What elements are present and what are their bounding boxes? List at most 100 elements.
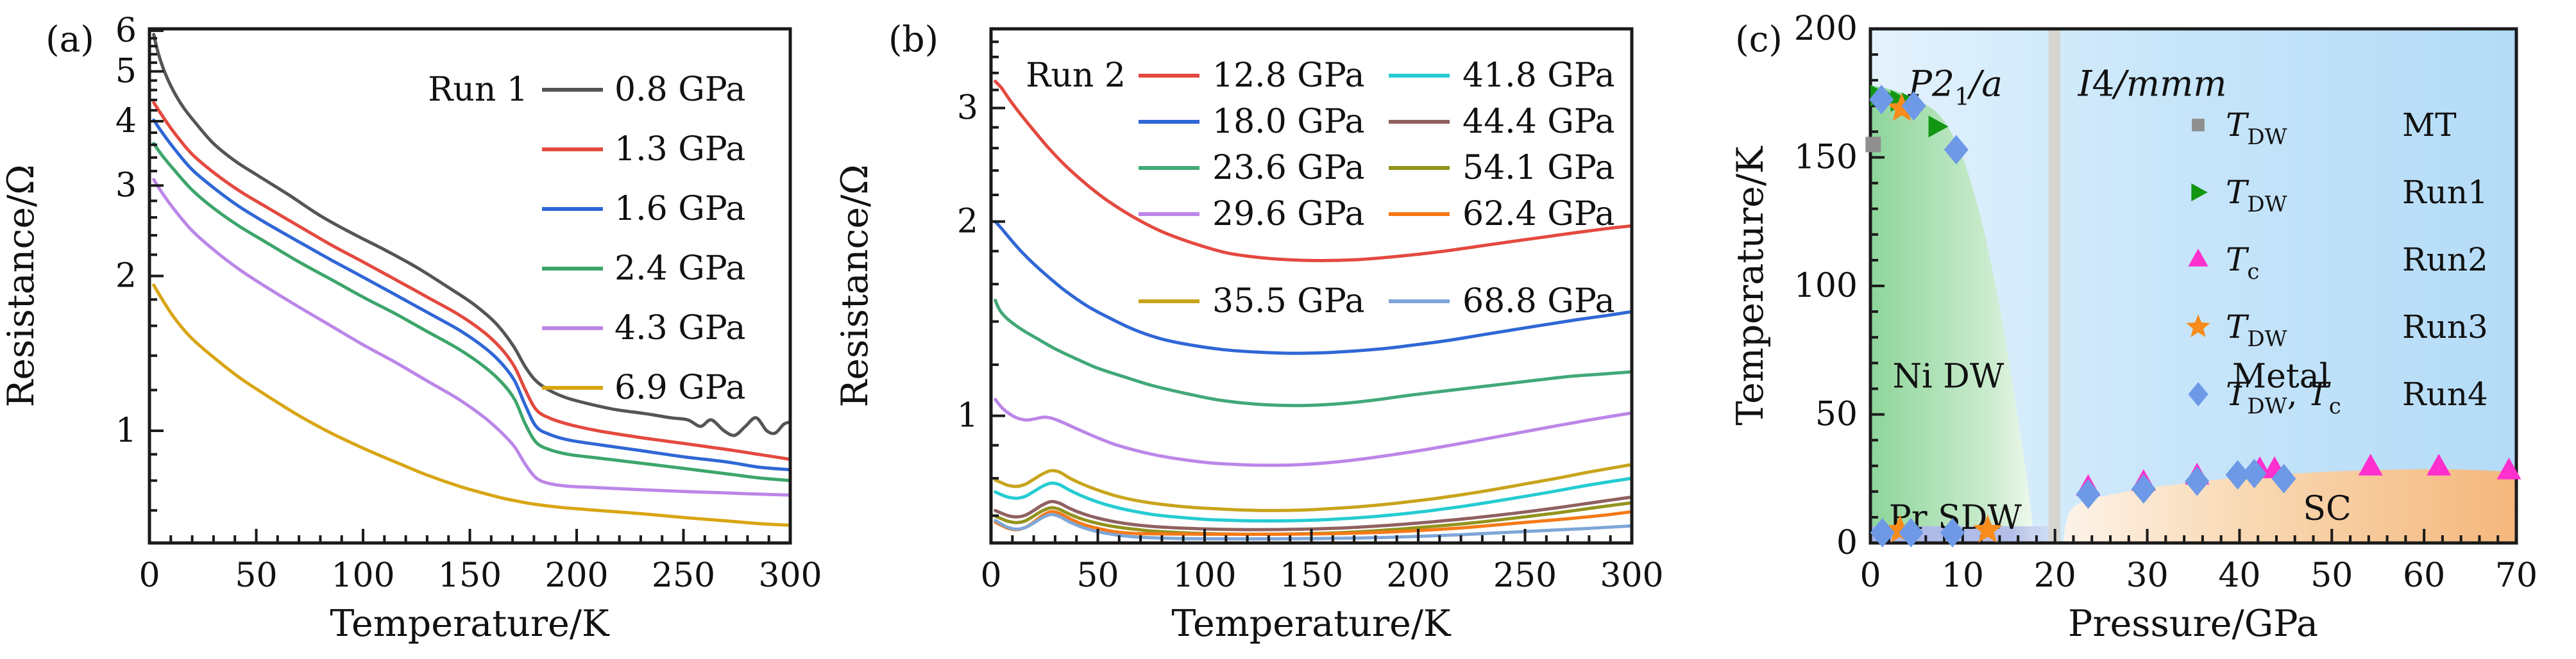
a-legend: Run 1 0.8 GPa 1.3 GPa 1.6 GPa 2.4 GPa 4.3 GPa… <box>428 71 745 407</box>
panel-b: 0 50 100 150 200 250 300 1 2 3 Run 2 12.8 GPa 18.0 G… <box>957 27 1664 595</box>
region-label-Ni-DW: Ni DW <box>1893 357 2004 396</box>
panel-a-tag: (a) <box>46 19 94 60</box>
legend-symbol-label: TDW <box>2226 106 2287 150</box>
legend-label: 44.4 GPa <box>1462 103 1615 141</box>
marker-diamond <box>2131 474 2156 504</box>
marker-diamond <box>2242 458 2267 488</box>
panel-b-y-title: Resistance/Ω <box>834 164 876 407</box>
marker-star <box>1885 515 1915 543</box>
a-y-tick-label: 1 <box>115 412 137 450</box>
c-x-ticks: 0 10 20 30 40 50 60 70 <box>1860 529 2538 595</box>
c-x-tick-label: 50 <box>2310 556 2353 595</box>
c-markers <box>1865 85 2521 547</box>
c-regions <box>1870 29 2516 543</box>
a-y-tick-label: 2 <box>115 257 137 296</box>
panel-b-tag: (b) <box>888 19 938 60</box>
panel-c-y-title: Temperature/K <box>1729 146 1772 426</box>
phase-label-I4mmm: I4/mmm <box>2078 63 2227 104</box>
c-x-tick-label: 10 <box>1942 556 1984 595</box>
b-x-tick-label: 50 <box>1076 556 1119 595</box>
b-curve-23.6 <box>994 298 1632 408</box>
legend-label: 54.1 GPa <box>1462 149 1615 187</box>
c-x-tick-label: 70 <box>2495 556 2538 595</box>
marker-diamond <box>1940 517 1965 547</box>
a-y-tick-label: 3 <box>115 166 137 204</box>
b-curve-29.6 <box>994 397 1632 467</box>
b-x-tick-label: 100 <box>1173 556 1236 595</box>
ni-dw-region <box>1870 85 2035 543</box>
c-x-tick-label: 0 <box>1860 556 1881 595</box>
b-curve-35.5 <box>994 463 1632 512</box>
panel-b-x-title: Temperature/K <box>1171 603 1452 645</box>
legend-marker-square <box>2192 119 2205 131</box>
marker-diamond <box>2185 466 2210 496</box>
marker-diamond <box>1870 517 1895 547</box>
legend-label: 12.8 GPa <box>1212 56 1365 95</box>
marker-diamond <box>1869 85 1894 115</box>
legend-label: 29.6 GPa <box>1212 195 1365 233</box>
marker-square <box>1865 137 1881 153</box>
legend-run-label: MT <box>2402 106 2457 144</box>
a-x-tick-label: 250 <box>652 556 715 595</box>
a-x-tick-label: 50 <box>235 556 277 595</box>
legend-label: 4.3 GPa <box>614 309 745 347</box>
c-x-tick-label: 60 <box>2403 556 2445 595</box>
legend-marker-tri_up <box>2188 248 2208 267</box>
a-y-ticks: 1 2 3 4 56 <box>115 12 164 512</box>
b-frame <box>989 27 1634 545</box>
panel-a-y-title: Resistance/Ω <box>0 164 42 407</box>
a-x-tick-label: 150 <box>438 556 502 595</box>
legend-label: 0.8 GPa <box>614 71 745 109</box>
legend-label: 18.0 GPa <box>1212 103 1365 141</box>
b-curve-68.8 <box>994 512 1632 541</box>
a-curve-2.4 <box>152 142 790 483</box>
b-y-tick-label: 1 <box>957 397 978 435</box>
legend-label: 68.8 GPa <box>1462 282 1615 321</box>
c-y-tick-label: 200 <box>1794 10 1858 48</box>
b-curve-12.8 <box>994 79 1632 263</box>
legend-run-label: Run2 <box>2402 241 2488 278</box>
marker-star <box>1972 515 2003 543</box>
legend-label: 2.4 GPa <box>614 249 745 288</box>
c-frame <box>1868 27 2518 545</box>
c-x-tick-label: 20 <box>2034 556 2076 595</box>
b-curve-41.8 <box>994 476 1632 523</box>
a-y-tick-label: 5 <box>115 52 137 90</box>
marker-star <box>1887 93 1917 121</box>
legend-title-run1: Run 1 <box>428 71 528 109</box>
a-x-tick-label: 300 <box>758 556 822 595</box>
a-curve-1.6 <box>152 118 790 472</box>
sc-region <box>2063 469 2516 543</box>
b-y-ticks: 1 2 3 <box>957 40 1005 517</box>
b-y-tick-label: 3 <box>957 89 978 128</box>
legend-run-label: Run1 <box>2402 174 2488 211</box>
legend-marker-tri_right <box>2191 183 2208 201</box>
legend-marker-star <box>2186 314 2210 337</box>
b-x-tick-label: 300 <box>1600 556 1663 595</box>
a-curve-1.3 <box>152 101 790 461</box>
marker-diamond <box>1944 135 1969 165</box>
b-x-tick-label: 150 <box>1280 556 1343 595</box>
c-x-tick-label: 40 <box>2218 556 2260 595</box>
a-frame <box>148 27 792 545</box>
legend-symbol-label: TDW <box>2226 308 2287 352</box>
region-label-Metal: Metal <box>2232 357 2330 396</box>
legend-label: 62.4 GPa <box>1462 195 1615 233</box>
c-y-ticks: 0 50 100 150 200 <box>1794 10 1885 562</box>
structural-transition-band <box>2048 29 2061 543</box>
marker-tri_right <box>1928 115 1949 138</box>
a-x-tick-label: 0 <box>139 556 160 595</box>
marker-diamond <box>1899 517 1924 547</box>
legend-label: 23.6 GPa <box>1212 149 1365 187</box>
a-y-tick-label: 6 <box>115 12 137 50</box>
b-x-tick-label: 200 <box>1386 556 1450 595</box>
panel-c-x-title: Pressure/GPa <box>2068 603 2318 645</box>
legend-label: 1.3 GPa <box>614 130 745 169</box>
legend-marker-diamond <box>2188 382 2208 406</box>
c-x-tick-label: 30 <box>2126 556 2168 595</box>
legend-title-run2: Run 2 <box>1026 56 1126 95</box>
legend-label: 6.9 GPa <box>614 369 745 407</box>
b-curve-54.1 <box>994 501 1632 536</box>
